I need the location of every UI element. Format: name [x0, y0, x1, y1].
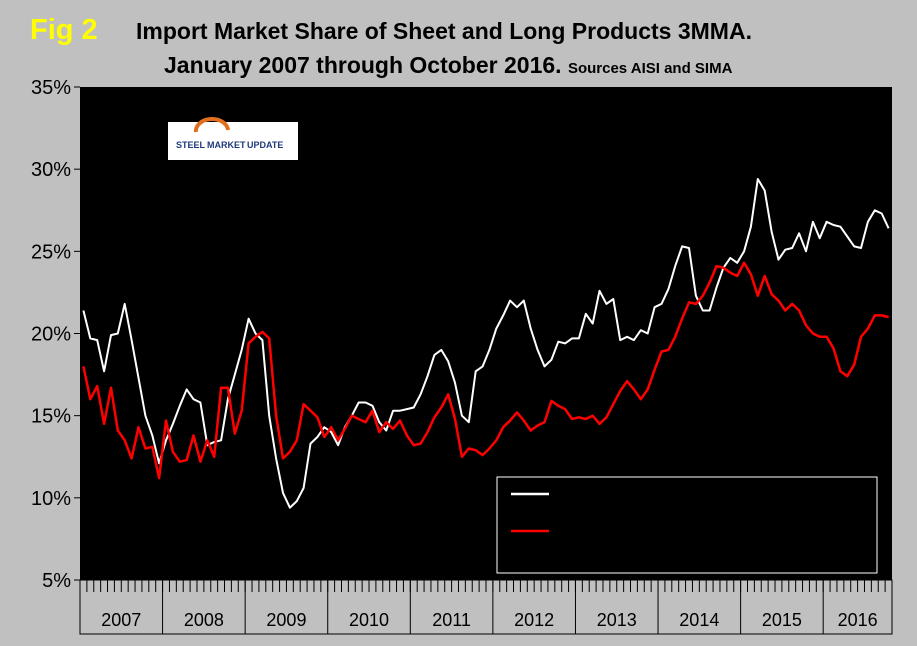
legend-label-sheet: Sheet Imports % of Supply. 3MMA — [557, 522, 816, 541]
chart-sources: Sources AISI and SIMA — [567, 60, 733, 77]
y-tick-label: 25% — [31, 241, 71, 263]
legend: Long Imports % of Supply. 3MMA Sheet Imp… — [496, 476, 878, 574]
x-axis: 2007 2008 2009 2010 2011 2012 2013 2014 2015 2016 — [79, 580, 893, 634]
y-tick-label: 35% — [31, 77, 71, 99]
y-axis: 5% 10% 15% 20% 25% 30% 35% — [31, 77, 80, 592]
y-tick-label: 20% — [31, 324, 71, 346]
x-year-label: 2007 — [101, 610, 141, 630]
series-line-sheet-imports — [82, 261, 889, 480]
chart-title-date-range: January 2007 through October 2016. — [164, 52, 562, 78]
y-tick-label: 30% — [31, 159, 71, 181]
x-year-label: 2013 — [597, 610, 637, 630]
legend-label-long: Long Imports % of Supply. 3MMA — [557, 485, 810, 504]
x-year-label: 2015 — [762, 610, 802, 630]
x-year-label: 2012 — [514, 610, 554, 630]
series-group — [82, 178, 890, 509]
x-year-label: 2008 — [184, 610, 224, 630]
figure-label: Fig 2 — [30, 14, 98, 46]
y-tick-label: 5% — [42, 570, 71, 592]
logo-word-update: UPDATE — [247, 140, 283, 150]
chart-title-line-2: January 2007 through October 2016. Sourc… — [164, 52, 732, 79]
x-year-label: 2016 — [838, 610, 878, 630]
x-year-label: 2010 — [349, 610, 389, 630]
series-line-long-imports — [82, 178, 890, 509]
x-year-label: 2011 — [432, 610, 471, 630]
logo: STEEL MARKET UPDATE — [168, 117, 298, 160]
x-year-label: 2009 — [266, 610, 306, 630]
logo-word-steel: STEEL — [176, 140, 206, 150]
chart-title-line-1: Import Market Share of Sheet and Long Pr… — [136, 18, 752, 44]
logo-swoosh-icon — [193, 117, 230, 133]
y-tick-label: 15% — [31, 406, 71, 428]
x-year-label: 2014 — [679, 610, 719, 630]
y-tick-label: 10% — [31, 488, 71, 510]
logo-word-market: MARKET — [207, 140, 246, 150]
